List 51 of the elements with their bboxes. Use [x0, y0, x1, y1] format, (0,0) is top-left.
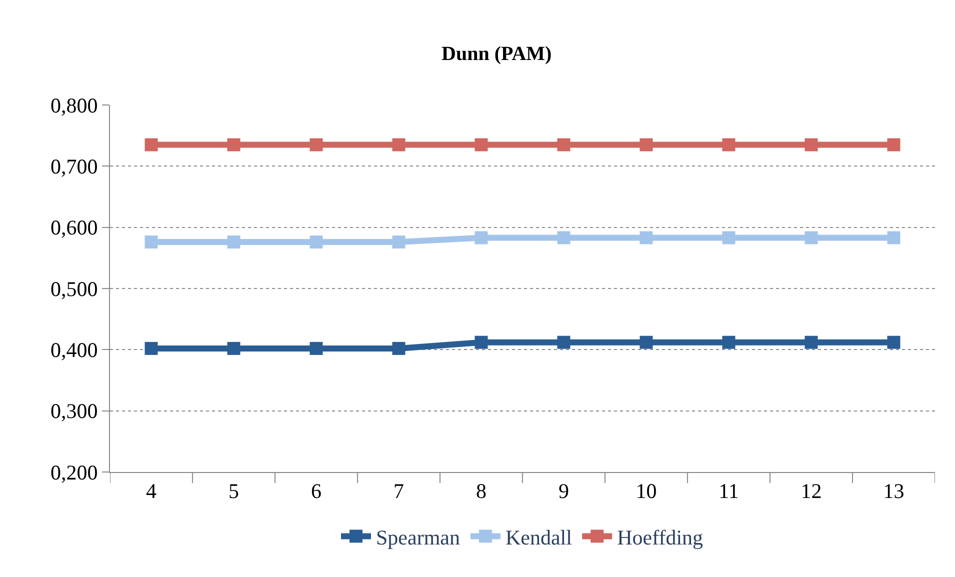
y-tick-label: 0,800	[50, 93, 98, 118]
point	[144, 342, 158, 355]
point	[227, 138, 240, 152]
point	[227, 342, 240, 355]
x-tick-label: 5	[228, 479, 239, 504]
y-tick-label: 0,700	[50, 154, 98, 179]
point	[640, 336, 653, 349]
point	[887, 231, 900, 244]
x-tick-label: 12	[800, 479, 822, 504]
x-tick-label: 13	[883, 479, 904, 504]
x-tick-label: 7	[394, 479, 404, 504]
point	[804, 231, 818, 244]
point	[887, 336, 900, 349]
point	[227, 236, 240, 249]
point	[722, 336, 736, 349]
legend-label: Spearman	[376, 525, 460, 550]
point	[722, 138, 736, 152]
point	[474, 336, 488, 349]
x-tick-label: 4	[146, 479, 157, 504]
x-tick-label: 11	[718, 479, 739, 504]
y-tick-label: 0,400	[50, 338, 98, 362]
point	[640, 231, 653, 244]
point	[310, 342, 323, 355]
point	[474, 138, 488, 152]
point	[474, 231, 488, 244]
point	[640, 138, 653, 152]
x-tick-label: 6	[311, 479, 322, 504]
point	[392, 138, 406, 152]
point	[722, 231, 736, 244]
y-tick-label: 0,200	[50, 460, 98, 484]
x-tick-label: 9	[558, 479, 569, 504]
x-tick-label: 8	[476, 479, 486, 504]
point	[144, 236, 158, 249]
point	[557, 138, 570, 152]
y-tick-label: 0,300	[50, 399, 98, 424]
point	[392, 236, 406, 249]
y-tick-label: 0,600	[50, 216, 98, 240]
point	[557, 231, 570, 244]
point	[804, 336, 818, 349]
y-tick-label: 0,500	[50, 276, 98, 301]
x-tick-label: 10	[636, 479, 657, 504]
point	[310, 138, 323, 152]
point	[144, 138, 158, 152]
point	[804, 138, 818, 152]
chart-title: Dunn (PAM)	[442, 43, 552, 66]
legend-label: Kendall	[505, 525, 572, 550]
point	[392, 342, 406, 355]
point	[887, 138, 900, 152]
point	[310, 236, 323, 249]
legend-label: Hoeffding	[617, 525, 704, 550]
point	[557, 336, 570, 349]
